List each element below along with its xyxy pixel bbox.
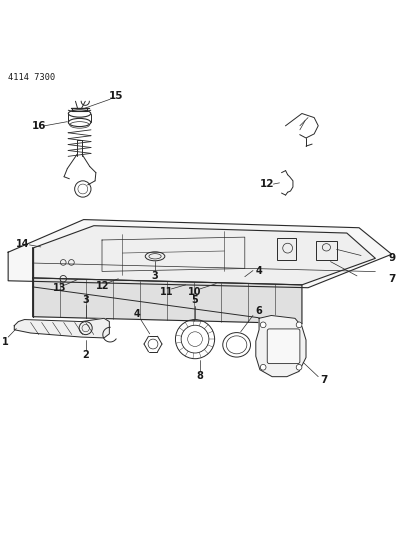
Text: 3: 3: [152, 271, 158, 281]
Text: 12: 12: [96, 281, 110, 290]
Circle shape: [260, 365, 266, 370]
Text: 7: 7: [388, 274, 395, 284]
Text: 4: 4: [256, 265, 262, 276]
Text: 7: 7: [320, 375, 327, 384]
Polygon shape: [33, 225, 375, 285]
Text: 6: 6: [256, 306, 262, 317]
FancyBboxPatch shape: [267, 329, 300, 364]
Circle shape: [296, 365, 302, 370]
Text: 16: 16: [31, 121, 46, 131]
Polygon shape: [256, 316, 306, 377]
Text: 13: 13: [53, 282, 67, 293]
Text: 2: 2: [82, 350, 89, 360]
Text: 3: 3: [82, 295, 89, 305]
Text: 15: 15: [109, 91, 124, 101]
Text: 10: 10: [188, 287, 202, 297]
Polygon shape: [33, 278, 302, 324]
Text: 5: 5: [192, 295, 198, 305]
Polygon shape: [14, 318, 109, 338]
Circle shape: [296, 322, 302, 328]
Polygon shape: [8, 220, 392, 288]
Text: 11: 11: [160, 287, 173, 297]
Circle shape: [260, 322, 266, 328]
Text: 9: 9: [388, 253, 395, 263]
Text: 12: 12: [260, 179, 275, 189]
Text: 4114 7300: 4114 7300: [8, 72, 55, 82]
Text: 1: 1: [2, 337, 9, 347]
Text: 14: 14: [16, 239, 29, 249]
Text: 4: 4: [133, 309, 140, 319]
Text: 8: 8: [197, 372, 203, 381]
